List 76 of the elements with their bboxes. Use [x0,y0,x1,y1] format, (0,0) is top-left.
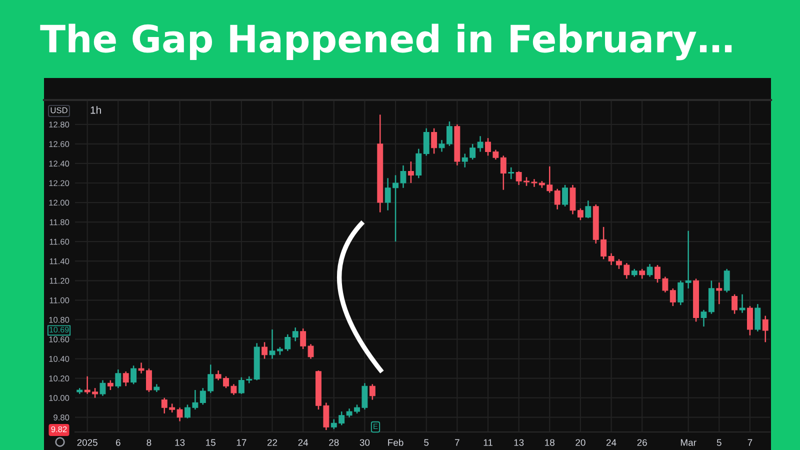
x-tick-label: 24 [298,439,308,446]
y-tick-label: 11.60 [50,238,70,245]
y-tick-label: 12.80 [49,122,70,128]
candlestick [554,188,560,210]
x-tick-label: 22 [267,439,278,446]
x-tick-label: 18 [545,439,554,446]
candlestick [724,268,730,293]
candlestick [122,370,129,387]
candlestick [716,282,722,305]
candlestick [130,364,137,385]
x-tick-label: 26 [637,439,647,446]
candlestick [562,184,568,208]
x-tick-label: 17 [236,439,246,446]
y-tick-label: 10.40 [49,356,70,362]
x-tick-label: Mar [680,439,696,446]
candlestick [508,166,514,180]
y-tick-label: 10.60 [49,336,70,342]
candlestick [762,315,768,343]
candlestick [262,342,268,360]
y-tick-label: 10.00 [49,395,70,401]
text: USD [50,107,68,114]
candlestick [685,230,692,290]
candlestick [408,160,414,184]
candlestick [585,200,592,219]
candlestick [176,406,183,422]
candlestick [292,326,298,342]
y-tick-label: 10.20 [49,375,70,382]
y-tick-label: 12.20 [49,180,70,186]
x-tick-label: 20 [576,439,586,446]
y-tick-label: 11.40 [50,258,70,264]
y-tick-label: 10.80 [49,316,70,323]
candlestick [100,380,106,396]
x-tick-label: 2025 [77,439,98,446]
candlestick [477,136,484,152]
candlestick [500,155,506,190]
x-tick-label: 30 [360,439,370,446]
chart-subtitle: 1h [90,106,101,114]
candlestick [678,280,684,306]
y-tick-label: 11.80 [50,219,70,226]
candlestick [423,128,430,156]
y-tick-label: 12.60 [49,141,70,148]
candlestick [115,368,122,389]
x-tick-label: 28 [329,439,339,446]
candlestick [308,343,314,360]
candlestick [369,384,376,400]
y-tick-label: 12.40 [49,160,70,167]
x-tick-label: 13 [175,439,185,446]
candlestick [646,263,653,278]
x-tick-label: 5 [424,439,429,446]
y-tick-label: 11.00 [50,297,70,304]
y-tick-label: 12.00 [49,200,70,206]
candlestick [754,303,761,332]
x-tick-label: 5 [716,439,722,446]
candlestick [732,294,738,314]
candlestick [746,305,753,336]
x-tick-label: 7 [748,439,752,446]
candlestick [300,328,306,350]
chart-title: The Gap Happened in February… [40,24,732,60]
candlestick [416,148,422,179]
y-tick-label: 11.20 [50,278,70,284]
x-tick-label: Feb [388,438,404,446]
candlestick [670,288,676,307]
x-tick-label: 24 [606,439,616,446]
candlestick [639,268,646,280]
candlestick [739,294,746,314]
text: 9.82 [51,426,67,432]
candlestick [431,128,438,154]
x-tick-label: 13 [514,439,524,446]
text: 10.69 [50,326,69,333]
x-tick-label: 15 [206,439,216,446]
x-tick-label: 7 [455,439,460,446]
y-tick-label: 9.80 [54,414,70,420]
x-tick-label: 6 [116,439,120,446]
x-tick-label: 11 [484,439,492,446]
x-tick-label: 8 [146,439,152,446]
candlestick [107,380,114,391]
